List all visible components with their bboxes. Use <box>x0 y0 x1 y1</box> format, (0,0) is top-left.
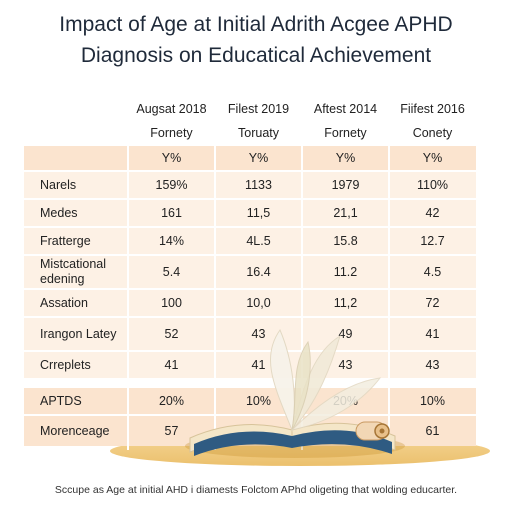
row-value: 4L.5 <box>246 233 271 248</box>
header-unit-2: Y% <box>248 150 269 165</box>
header-year-3: Aftest 2014 <box>313 101 378 116</box>
row-label: Crreplets <box>40 357 91 372</box>
row-value: 10% <box>419 393 446 408</box>
header-year-1: Augsat 2018 <box>136 101 207 116</box>
grid-divider <box>127 98 129 450</box>
row-value: 21,1 <box>333 205 358 220</box>
grid-divider <box>388 98 390 450</box>
row-value: 11,5 <box>246 205 271 220</box>
header-group-4: Conety <box>412 125 453 140</box>
header-row-groups: Fornety Toruaty Fornety Conety <box>24 122 476 144</box>
row-label: APTDS <box>40 393 82 408</box>
header-corner-2 <box>24 122 128 144</box>
row-value: $2 <box>338 423 353 438</box>
header-unit-1: Y% <box>161 150 182 165</box>
row-value: 161 <box>161 205 182 220</box>
row-value: 61 <box>425 423 440 438</box>
header-group-1: Fornety <box>150 125 193 140</box>
row-value: 41 <box>164 357 179 372</box>
row-value: 41 <box>251 357 266 372</box>
header-unit-4: Y% <box>422 150 443 165</box>
table-row: Mistcational edening 5.4 16.4 11.2 4.5 <box>24 256 476 288</box>
row-label: Medes <box>40 205 78 220</box>
table-row: Irangon Latey 52 43 49 41 <box>24 318 476 350</box>
row-label: Assation <box>40 295 88 310</box>
row-value: 43 <box>338 357 353 372</box>
row-value: 159% <box>155 177 188 192</box>
table-row: Medes 161 11,5 21,1 42 <box>24 200 476 226</box>
row-value: 52 <box>164 326 179 341</box>
row-value: 1133 <box>245 177 272 192</box>
table-row: APTDS 20% 10% 20% 10% <box>24 388 476 414</box>
row-value: 10,0 <box>246 295 271 310</box>
row-value: 72 <box>425 295 440 310</box>
row-value: 100 <box>161 295 182 310</box>
row-label: Fratterge <box>40 233 91 248</box>
row-label: Irangon Latey <box>40 326 117 341</box>
row-value: 4.5 <box>423 264 442 279</box>
header-unit-3: Y% <box>335 150 356 165</box>
row-value: 14% <box>158 233 185 248</box>
header-year-2: Filest 2019 <box>227 101 290 116</box>
row-value: 49 <box>338 326 353 341</box>
row-value: 12.7 <box>420 233 445 248</box>
header-row-years: Augsat 2018 Filest 2019 Aftest 2014 Fiif… <box>24 98 476 120</box>
row-value: 42 <box>425 205 440 220</box>
table-row: Crreplets 41 41 43 43 <box>24 352 476 378</box>
row-label: Narels <box>40 177 77 192</box>
row-label: Morenceage <box>40 423 110 438</box>
header-corner <box>24 98 128 120</box>
header-group-3: Fornety <box>324 125 367 140</box>
header-year-4: Fiifest 2016 <box>400 101 465 116</box>
row-value: 16.4 <box>246 264 271 279</box>
data-table: Augsat 2018 Filest 2019 Aftest 2014 Fiif… <box>24 98 476 450</box>
row-value: 20% <box>332 393 359 408</box>
grid-divider <box>301 98 303 450</box>
row-label: Mistcational edening <box>40 257 106 286</box>
row-value: 57 <box>164 423 179 438</box>
table-row: Fratterge 14% 4L.5 15.8 12.7 <box>24 228 476 254</box>
row-value: 10% <box>245 393 272 408</box>
row-value: 43 <box>251 326 266 341</box>
row-value: 15.8 <box>333 233 358 248</box>
row-value: 11.2 <box>333 264 358 279</box>
header-row-units: Y% Y% Y% Y% <box>24 146 476 170</box>
header-group-2: Toruaty <box>238 125 279 140</box>
row-value: 41 <box>425 326 440 341</box>
row-value: 20% <box>158 393 185 408</box>
row-value: 51 <box>251 423 266 438</box>
chart-title-line-2: Diagnosis on Educatical Achievement <box>80 44 432 67</box>
row-value: 5.4 <box>162 264 181 279</box>
table-row: Narels 159% 1133 1979 110% <box>24 172 476 198</box>
table-row: Assation 100 10,0 11,2 72 <box>24 290 476 316</box>
row-value: 11,2 <box>333 295 358 310</box>
table-row: Morenceage 57 51 $2 61 <box>24 416 476 446</box>
row-value: 1979 <box>331 177 360 192</box>
chart-title-line-1: Impact of Age at Initial Adrith Acgee AP… <box>59 13 453 36</box>
row-value: 43 <box>425 357 440 372</box>
grid-divider <box>214 98 216 450</box>
source-footnote: Sccupe as Age at initial AHD i diamests … <box>54 484 458 496</box>
row-value: 110% <box>416 177 449 192</box>
header-corner-3 <box>24 146 128 170</box>
